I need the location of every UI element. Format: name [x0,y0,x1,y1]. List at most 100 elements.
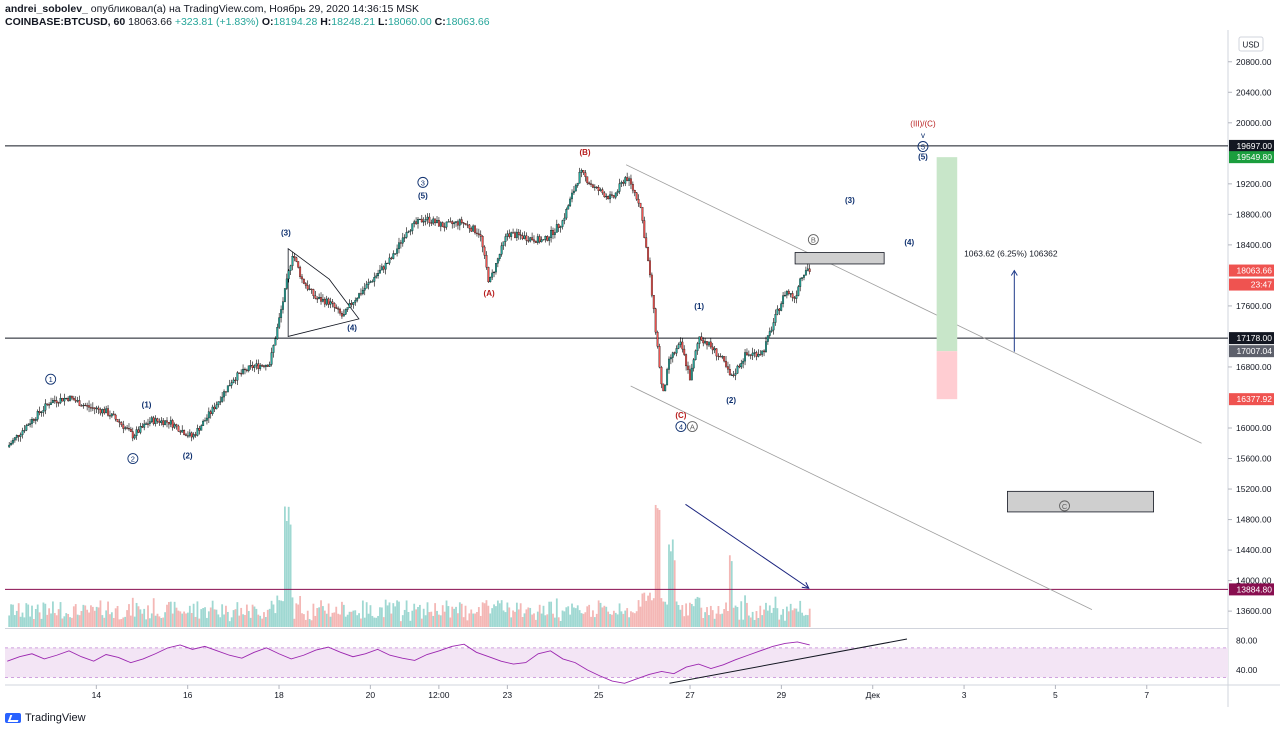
volume-bar [225,605,227,627]
candle-body [546,236,549,241]
candle-body [213,406,216,410]
price-axis[interactable]: 20800.00 20400.00 20000.00 19200.00 18800.00… [1228,57,1274,616]
price-series [8,167,811,448]
volume-bar [692,606,695,627]
candle-body [405,232,408,238]
candle-body [247,365,250,371]
target-zone [794,252,885,265]
candle-body [118,421,121,423]
volume-bar [740,601,743,627]
candle-body [728,369,731,376]
candle-body [80,405,83,407]
candle-body [631,184,634,191]
candle-body [508,233,511,237]
y-tick-label: 20400.00 [1236,87,1272,97]
volume-bar [453,608,456,627]
candle-body [32,419,35,421]
candle-body [664,384,667,392]
candle-body [139,426,142,433]
candle-body [169,420,172,425]
candle-body [797,286,800,296]
volume-bar [533,613,535,627]
volume-bar [141,613,144,627]
volume-bar [517,609,520,627]
volume-bar [31,605,33,627]
candle-body [658,346,661,368]
candle-body [498,254,501,259]
price-label-box [1229,345,1274,358]
volume-bar [401,615,404,627]
y-tick-label: 15200.00 [1236,484,1272,494]
volume-bar [491,608,494,627]
x-tick-label: 7 [1144,690,1149,700]
volume-bar [293,618,296,627]
volume-bar [152,598,155,627]
volume-bar [645,600,648,627]
volume-bar [282,601,284,627]
publish-info: опубликовал(а) на TradingView.com, Ноябр… [90,3,419,15]
volume-bar [341,601,343,627]
candle-body [346,307,349,310]
volume-bar [696,596,699,627]
candle-body [116,419,119,422]
candle-body [561,220,564,227]
time-axis[interactable]: 14 16 18 20 12:00 23 25 27 29 Дек 3 5 7 [92,685,1150,700]
x-tick-label: 23 [503,690,513,700]
volume-bar [506,602,509,627]
candle-body [531,237,534,240]
currency-button[interactable] [1238,36,1264,52]
volume-bar [33,619,35,627]
volume-bar [521,616,524,627]
candle-body [302,278,305,284]
volume-bar [139,609,142,627]
price-pane[interactable] [5,30,1228,628]
volume-bar [101,615,104,627]
volume-bar [652,598,655,627]
symbol-name[interactable]: COINBASE:BTCUSD, 60 [5,16,126,28]
candle-body [70,395,73,399]
volume-bar [527,607,530,627]
candle-body [371,281,374,283]
volume-bar [590,616,592,627]
volume-bar [631,612,634,627]
candle-body [158,421,161,423]
volume-bar [12,604,14,627]
volume-bar [580,613,583,627]
wave-circle [807,234,819,246]
volume-bar [175,607,178,627]
volume-bar [120,619,123,627]
volume-bar [398,601,400,627]
candle-body [103,409,106,414]
volume-bar [192,603,195,627]
volume-bar [593,617,596,627]
volume-bar [746,602,748,627]
volume-bar [700,607,703,627]
candle-body [801,277,804,279]
y-tick-label: 13600.00 [1236,606,1272,616]
candle-body [415,221,418,224]
price-change: +323.81 (+1.83%) [174,16,259,28]
y-tick-label: 16800.00 [1236,362,1272,372]
volume-bar [55,615,58,627]
candle-body [120,422,123,425]
volume-bar [272,604,275,627]
volume-bar [278,600,281,627]
volume-bar [329,616,332,627]
volume-bar [10,604,12,627]
x-tick-label: 16 [183,690,193,700]
close-value: 18063.66 [445,16,490,28]
candle-body [704,341,707,344]
volume-bar [784,620,786,627]
candle-body [128,428,130,430]
x-tick-label: 14 [92,690,102,700]
candle-body [57,402,60,404]
volume-bar [198,618,201,627]
brand-name[interactable]: TradingView [25,712,86,724]
volume-bar [118,619,121,627]
volume-bar [468,613,471,627]
volume-bar [63,616,66,627]
author-name[interactable]: andrei_sobolev_ [5,3,88,15]
tradingview-logo-icon[interactable] [5,713,21,723]
candle-body [574,185,577,192]
